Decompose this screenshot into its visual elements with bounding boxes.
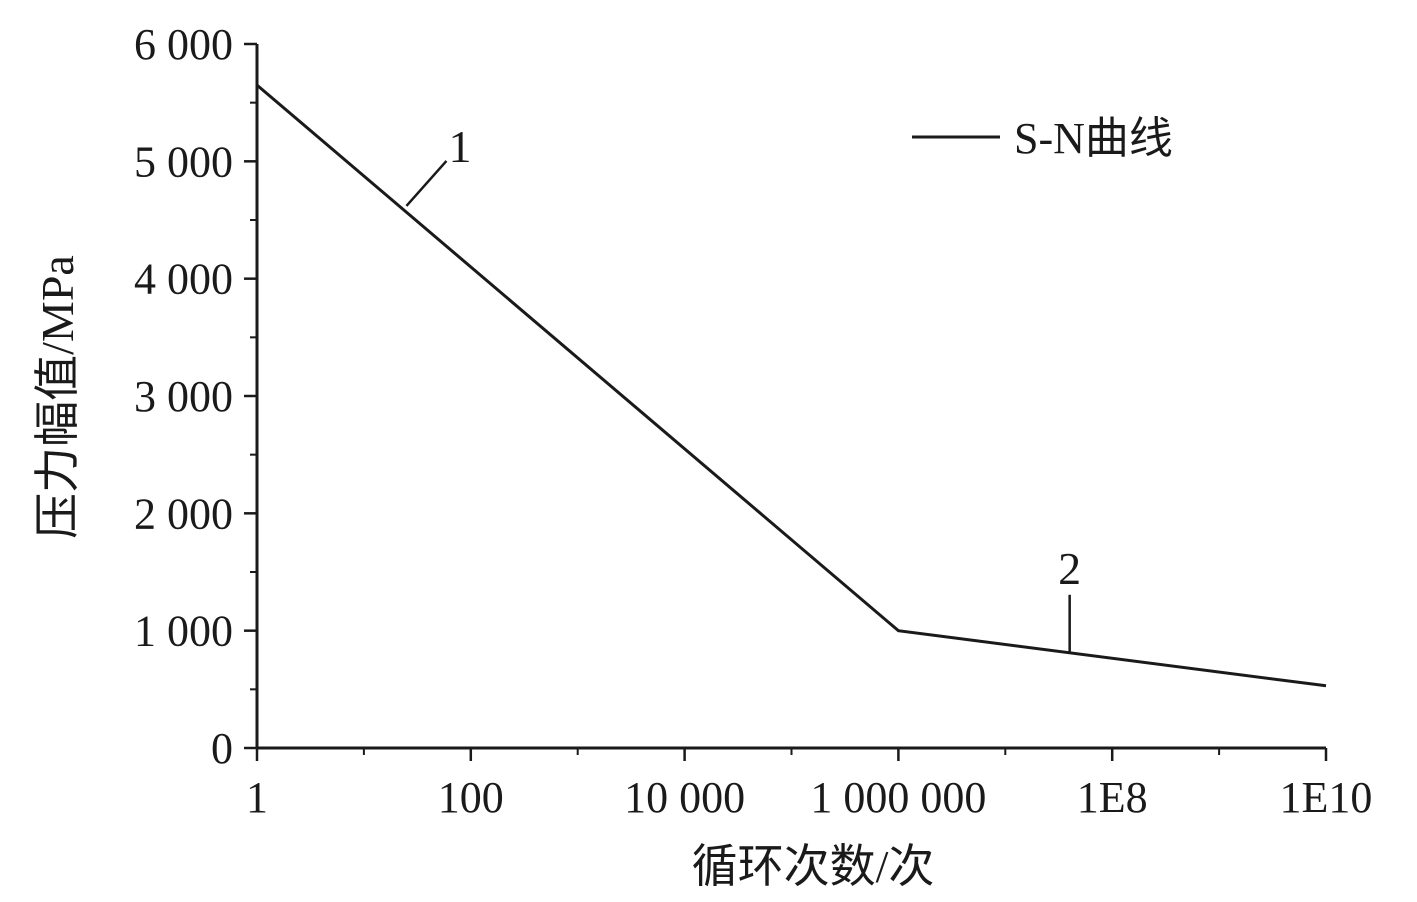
y-tick-label: 3 000 xyxy=(134,372,233,421)
y-axis-title: 压力幅值/MPa xyxy=(32,255,83,539)
annotation-1-label: 1 xyxy=(448,121,471,172)
y-tick-label: 6 000 xyxy=(134,20,233,69)
annotation-1-leader xyxy=(405,160,448,207)
y-tick-label: 2 000 xyxy=(134,489,233,538)
x-tick-label: 1E8 xyxy=(1077,773,1148,822)
y-tick-label: 1 000 xyxy=(134,607,233,656)
annotation-layer: 12 xyxy=(405,121,1081,652)
x-tick-label: 10 000 xyxy=(624,773,745,822)
x-tick-label: 1E10 xyxy=(1280,773,1373,822)
annotation-2-label: 2 xyxy=(1058,543,1081,594)
legend: S-N曲线 xyxy=(912,114,1173,163)
y-tick-label: 5 000 xyxy=(134,137,233,186)
y-tick-label: 0 xyxy=(211,724,233,773)
x-tick-label: 100 xyxy=(438,773,504,822)
sn-curve-line xyxy=(256,83,1327,688)
x-tick-label: 1 000 000 xyxy=(810,773,986,822)
series-layer xyxy=(256,83,1327,688)
x-axis-title: 循环次数/次 xyxy=(692,841,935,892)
y-tick-label: 4 000 xyxy=(134,255,233,304)
x-tick-label: 1 xyxy=(246,773,268,822)
axes-layer: 0 1 000 2 000 3 000 4 000 5 000 6 000 1 100 10 00… xyxy=(134,20,1372,822)
legend-label: S-N曲线 xyxy=(1014,114,1173,163)
